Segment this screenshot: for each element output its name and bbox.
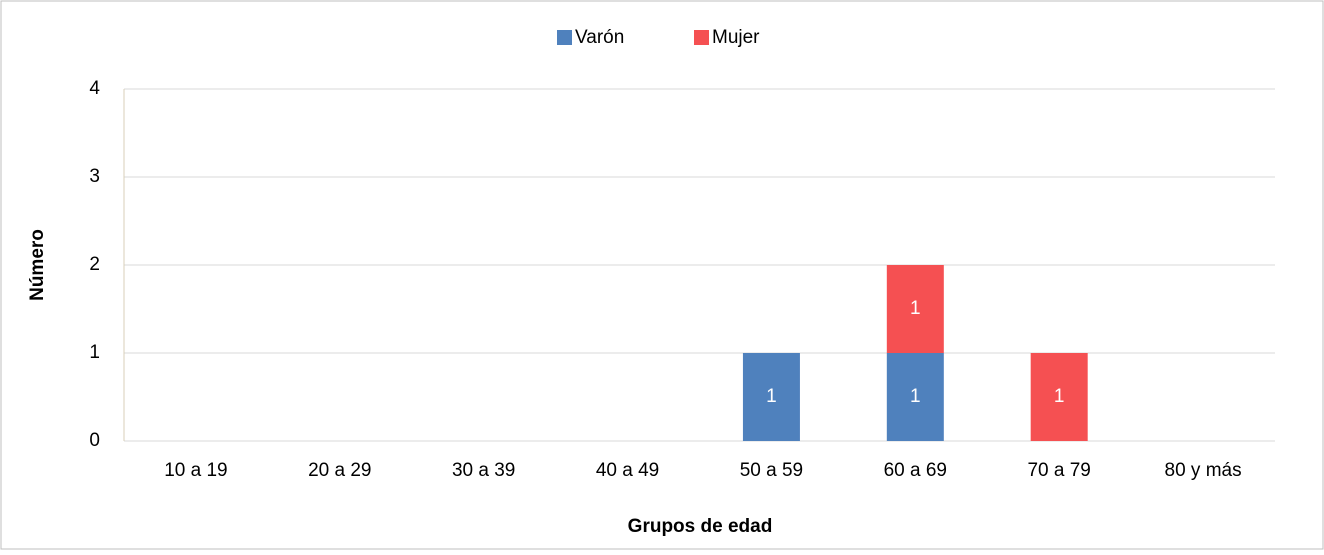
x-tick-label: 50 a 59 — [740, 460, 803, 481]
x-tick-label: 40 a 49 — [596, 460, 659, 481]
data-label: 1 — [1054, 386, 1065, 407]
bar-segment — [886, 353, 944, 441]
y-tick-label: 1 — [89, 342, 100, 363]
bar-segment — [742, 353, 800, 441]
bar-segment — [886, 265, 944, 353]
x-tick-label: 30 a 39 — [452, 460, 515, 481]
legend-label: Varón — [575, 27, 624, 48]
x-tick-label: 60 a 69 — [884, 460, 947, 481]
legend-swatch — [694, 30, 709, 45]
y-tick-label: 2 — [89, 254, 100, 275]
y-tick-label: 0 — [89, 430, 100, 451]
data-label: 1 — [766, 386, 777, 407]
y-tick-label: 3 — [89, 166, 100, 187]
y-axis-label: Número — [27, 229, 48, 301]
x-axis-label: Grupos de edad — [628, 516, 773, 537]
x-tick-label: 10 a 19 — [164, 460, 227, 481]
x-tick-label: 20 a 29 — [308, 460, 371, 481]
legend-swatch — [557, 30, 572, 45]
data-label: 1 — [910, 298, 921, 319]
data-label: 1 — [910, 386, 921, 407]
x-tick-label: 70 a 79 — [1027, 460, 1090, 481]
x-tick-label: 80 y más — [1165, 460, 1242, 481]
bar-segment — [1030, 353, 1088, 441]
y-tick-label: 4 — [89, 78, 100, 99]
legend-label: Mujer — [712, 27, 760, 48]
